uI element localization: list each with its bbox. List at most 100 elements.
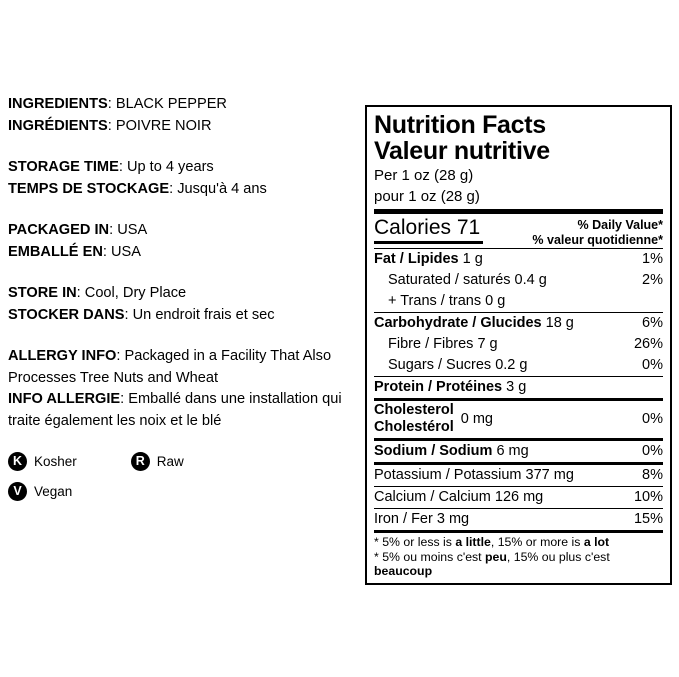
product-info-column: INGREDIENTS: BLACK PEPPER INGRÉDIENTS: P… <box>8 94 350 512</box>
info-line: PACKAGED IN: USA <box>8 220 350 242</box>
info-label: EMBALLÉ EN <box>8 243 103 260</box>
info-value: Packaged in a Facility That Also Process… <box>8 348 332 386</box>
cholesterol-names: Cholesterol Cholestérol <box>374 402 454 436</box>
daily-value-en: % Daily Value* <box>577 218 663 232</box>
nutrient-name: Protein / Protéines 3 g <box>374 378 655 396</box>
nutrient-name: Iron / Fer 3 mg <box>374 510 626 528</box>
nutrient-name: Potassium / Potassium 377 mg <box>374 466 634 484</box>
daily-value-fr: % valeur quotidienne* <box>532 233 663 247</box>
raw-icon: R <box>130 452 150 471</box>
nutrient-label: + Trans / trans <box>388 293 482 309</box>
info-separator: : <box>124 306 133 323</box>
nutrient-row-fat: Fat / Lipides 1 g 1% <box>374 249 663 270</box>
nutrient-amount: 0.2 g <box>495 357 528 373</box>
nutrient-pct: 1% <box>642 251 663 267</box>
divider-medium <box>374 530 663 533</box>
nutrient-label: Saturated / saturés <box>388 272 511 288</box>
info-label: INFO ALLERGIE <box>8 391 121 407</box>
nutrient-row-calcium: Calcium / Calcium 126 mg 10% <box>374 487 663 508</box>
daily-value-header: % Daily Value* % valeur quotidienne* <box>532 216 663 248</box>
info-value: Up to 4 years <box>126 159 214 175</box>
nutrient-name: Calcium / Calcium 126 mg <box>374 488 626 506</box>
info-separator: : <box>107 117 116 134</box>
nutrient-label: Potassium / Potassium <box>374 467 522 483</box>
nutrient-label: Iron / Fer <box>374 511 433 527</box>
info-label: ALLERGY INFO <box>8 348 117 364</box>
nutrient-pct: 2% <box>642 272 663 288</box>
info-separator: : <box>102 243 111 260</box>
footnote-en-part1: * 5% or less is <box>374 535 456 549</box>
divider-thin <box>374 486 663 487</box>
nutrient-name: Saturated / saturés 0.4 g <box>374 271 634 289</box>
nutrient-row-iron: Iron / Fer 3 mg 15% <box>374 509 663 530</box>
info-separator: : <box>107 96 116 112</box>
nutrient-amount: 18 g <box>545 315 574 331</box>
nutrient-name: Fibre / Fibres 7 g <box>374 335 626 353</box>
nutrient-amount: 0.4 g <box>514 272 547 288</box>
nutrient-row-potassium: Potassium / Potassium 377 mg 8% <box>374 465 663 486</box>
nutrient-label: Sugars / Sucres <box>388 357 492 373</box>
footnote: * 5% or less is a little, 15% or more is… <box>374 533 663 579</box>
info-label: INGRÉDIENTS <box>8 117 108 134</box>
footnote-en: * 5% or less is a little, 15% or more is… <box>374 535 663 550</box>
nutrient-label: Fat / Lipides <box>374 251 459 267</box>
info-line: TEMPS DE STOCKAGE: Jusqu'à 4 ans <box>8 179 350 201</box>
nutrient-amount: 3 mg <box>436 511 470 527</box>
nutrient-amount: 7 g <box>477 336 498 352</box>
nutrient-name: Fat / Lipides 1 g <box>374 250 634 268</box>
info-block-ingredients: INGREDIENTS: BLACK PEPPER INGRÉDIENTS: P… <box>8 94 350 137</box>
info-label: PACKAGED IN <box>8 222 110 238</box>
certification-label: Kosher <box>34 454 77 469</box>
footnote-fr-bold2: beaucoup <box>374 564 433 578</box>
nutrient-pct: 8% <box>642 467 663 483</box>
info-value: Emballé dans une installation qui traite… <box>8 391 342 429</box>
nutrient-label: Fibre / Fibres <box>388 336 474 352</box>
calories-row: Calories 71 % Daily Value* % valeur quot… <box>374 214 663 248</box>
info-value: Un endroit frais et sec <box>132 306 275 323</box>
info-label: INGREDIENTS <box>8 96 108 112</box>
info-line: INGREDIENTS: BLACK PEPPER <box>8 94 350 116</box>
vegan-icon: V <box>8 482 27 501</box>
info-label: STORE IN <box>8 285 77 301</box>
info-line: EMBALLÉ EN: USA <box>8 242 350 264</box>
divider-medium <box>374 462 663 465</box>
nutrient-name: Sugars / Sucres 0.2 g <box>374 356 634 374</box>
info-label: STORAGE TIME <box>8 159 119 175</box>
info-value: POIVRE NOIR <box>115 117 212 134</box>
nutrition-facts-panel: Nutrition Facts Valeur nutritive Per 1 o… <box>365 105 672 585</box>
footnote-fr-bold1: peu <box>485 549 507 564</box>
divider-thin <box>374 248 663 249</box>
nutrient-name: Sodium / Sodium 6 mg <box>374 442 634 460</box>
info-value: USA <box>110 243 141 260</box>
info-value: BLACK PEPPER <box>115 96 227 112</box>
footnote-fr: * 5% ou moins c'est peu, 15% ou plus c'e… <box>374 550 663 565</box>
info-separator: : <box>120 391 129 407</box>
nutrient-row-sugars: Sugars / Sucres 0.2 g 0% <box>374 355 663 376</box>
nutrient-row-sodium: Sodium / Sodium 6 mg 0% <box>374 441 663 462</box>
nutrient-name: Carbohydrate / Glucides 18 g <box>374 314 634 332</box>
certification-badge-row-1: K Kosher R Raw <box>8 452 350 471</box>
divider-medium <box>374 398 663 401</box>
cholesterol-label-en: Cholesterol <box>374 402 454 418</box>
info-line: STORE IN: Cool, Dry Place <box>8 283 350 305</box>
info-line: INFO ALLERGIE: Emballé dans une installa… <box>8 389 350 432</box>
nutrient-row-cholesterol: Cholesterol Cholestérol 0 mg 0% <box>374 401 663 438</box>
footnote-en-part2: , 15% or more is <box>490 535 584 549</box>
info-separator: : <box>169 180 178 197</box>
nutrient-row-protein: Protein / Protéines 3 g <box>374 377 663 398</box>
nutrient-label: Protein / Protéines <box>374 379 503 395</box>
info-line: INGRÉDIENTS: POIVRE NOIR <box>8 116 350 138</box>
info-value: USA <box>117 222 148 238</box>
nutrient-amount: 377 mg <box>525 467 574 483</box>
info-block-packaged-in: PACKAGED IN: USA EMBALLÉ EN: USA <box>8 220 350 263</box>
footnote-fr-part1: * 5% ou moins c'est <box>374 549 486 564</box>
nutrient-label: Carbohydrate / Glucides <box>374 315 542 331</box>
certification-raw: R Raw <box>130 452 184 471</box>
nutrient-amount: 0 g <box>485 293 506 309</box>
nutrition-title-fr: Valeur nutritive <box>374 137 550 165</box>
divider-thin <box>374 508 663 509</box>
nutrient-pct: 10% <box>633 489 663 505</box>
nutrient-row-carbohydrate: Carbohydrate / Glucides 18 g 6% <box>374 313 663 334</box>
nutrient-row-fibre: Fibre / Fibres 7 g 26% <box>374 334 663 355</box>
footnote-en-bold1: a little <box>455 535 491 549</box>
